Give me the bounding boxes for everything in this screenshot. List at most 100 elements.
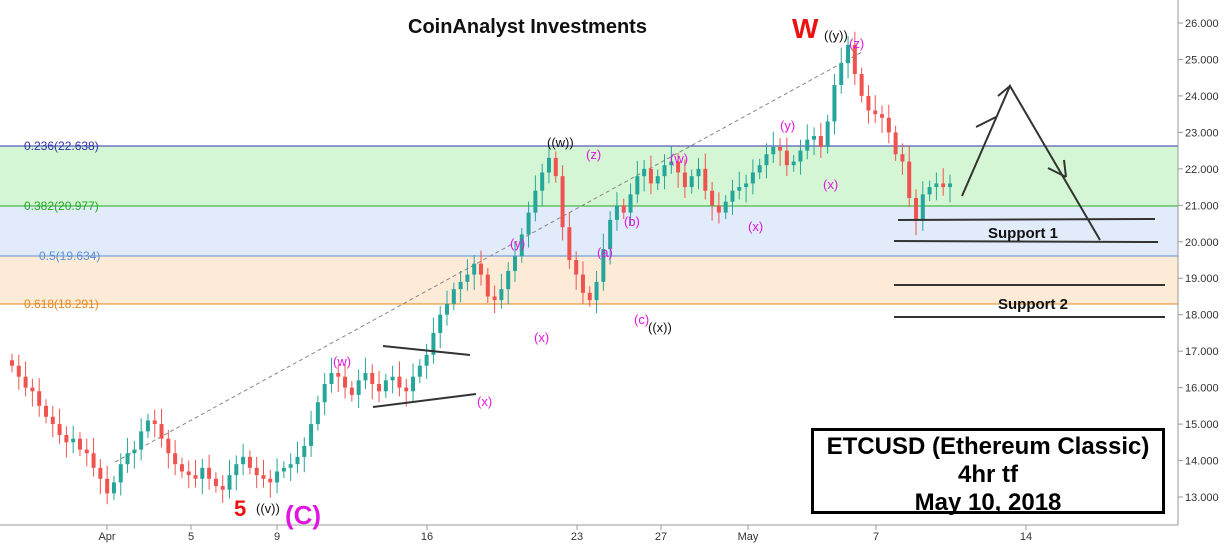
candle-body (920, 194, 925, 220)
candle-body (880, 114, 885, 118)
candle-body (465, 274, 470, 282)
arrow-down-line (1047, 167, 1067, 178)
candle-body (139, 431, 144, 450)
y-tick-label: 26.000 (1185, 18, 1219, 30)
candle-body (417, 365, 422, 377)
candle-body (506, 270, 511, 290)
arrow-down-head (1063, 159, 1067, 178)
candle-body (445, 303, 450, 315)
candle-body (424, 354, 429, 366)
candle-body (492, 296, 497, 301)
candle-body (227, 475, 232, 490)
candle-body (472, 263, 477, 275)
candle-body (825, 121, 830, 147)
wave-y1: (y) (510, 236, 525, 251)
candle-body (281, 467, 286, 472)
candle-body (635, 176, 640, 195)
candle-body (207, 467, 212, 479)
candle-body (886, 117, 891, 133)
candle-body (832, 84, 837, 122)
x-tick-label: Apr (98, 531, 115, 543)
candle-body (655, 176, 660, 184)
y-tick-label: 22.000 (1185, 164, 1219, 176)
candle-body (315, 402, 320, 425)
wave-b: (b) (624, 214, 640, 229)
candle-body (852, 44, 857, 75)
candle-body (343, 376, 348, 388)
x-tick-label: 23 (571, 531, 583, 543)
candle-body (458, 281, 463, 290)
y-tick-label: 15.000 (1185, 419, 1219, 431)
candle-body (37, 391, 42, 406)
candle-body (186, 471, 191, 476)
candle-body (179, 464, 184, 472)
candle-body (390, 376, 395, 381)
candle-body (411, 376, 416, 392)
candle-body (275, 471, 280, 483)
candle-body (778, 146, 783, 151)
wave-5-sub: ((v)) (256, 501, 280, 516)
y-tick-label: 20.000 (1185, 237, 1219, 249)
candle-body (560, 176, 565, 228)
candle-body (84, 449, 89, 454)
fib-zone-382-5 (0, 206, 1178, 256)
triangle-upper-line (382, 345, 471, 356)
candle-body (587, 292, 592, 301)
candle-body (349, 387, 354, 395)
candle-body (914, 198, 919, 220)
candle-body (526, 212, 531, 235)
candle-body (200, 467, 205, 479)
candle-body (479, 263, 483, 275)
candle-body (23, 376, 28, 388)
wave-y2: (y) (780, 118, 795, 133)
wave-C: (C) (285, 500, 321, 530)
candle-body (907, 161, 912, 199)
candle-body (438, 314, 443, 333)
candle-body (322, 383, 327, 403)
y-tick-label: 23.000 (1185, 127, 1219, 139)
y-tick-label: 25.000 (1185, 54, 1219, 66)
candle-body (805, 139, 810, 151)
candle-body (648, 168, 653, 184)
wave-a: (a) (597, 245, 613, 260)
wave-ww: ((w)) (547, 135, 574, 150)
candle-body (730, 190, 735, 202)
y-tick-label: 14.000 (1185, 456, 1219, 468)
candle-body (404, 387, 409, 392)
arrow-up-head-a (997, 85, 1011, 97)
x-tick-label: 9 (274, 531, 280, 543)
candle-body (574, 260, 579, 275)
symbol-info-box: ETCUSD (Ethereum Classic) 4hr tf May 10,… (811, 428, 1165, 516)
fib-label-382: 0.382(20.977) (24, 199, 99, 213)
x-tick-label: 14 (1020, 531, 1032, 543)
wave-z1: (z) (586, 147, 601, 162)
wave-z2: (z) (849, 36, 864, 51)
candle-body (383, 380, 388, 392)
candle-body (234, 464, 239, 476)
wave-xx: ((x)) (648, 320, 672, 335)
candle-body (105, 478, 110, 494)
candle-body (329, 373, 334, 384)
candle-body (839, 63, 844, 85)
candle-body (621, 205, 626, 213)
candle-body (132, 449, 137, 454)
candle-body (193, 475, 198, 479)
candle-body (601, 249, 606, 282)
candle-body (927, 187, 932, 195)
candle-body (771, 146, 776, 155)
candle-body (254, 467, 259, 476)
candle-body (642, 168, 647, 177)
support1-lower-line (893, 240, 1159, 243)
candle-body (750, 172, 755, 184)
candle-body (125, 453, 130, 465)
y-tick-label: 16.000 (1185, 383, 1219, 395)
candle-body (397, 376, 402, 388)
candle-body (846, 44, 851, 64)
wave-x1: (x) (477, 394, 492, 409)
candle-body (485, 274, 490, 297)
candle-body (941, 183, 946, 188)
support2-label: Support 2 (998, 296, 1068, 313)
symbol-line2: 4hr tf (958, 461, 1018, 488)
candle-body (567, 227, 572, 260)
candle-body (220, 486, 225, 490)
